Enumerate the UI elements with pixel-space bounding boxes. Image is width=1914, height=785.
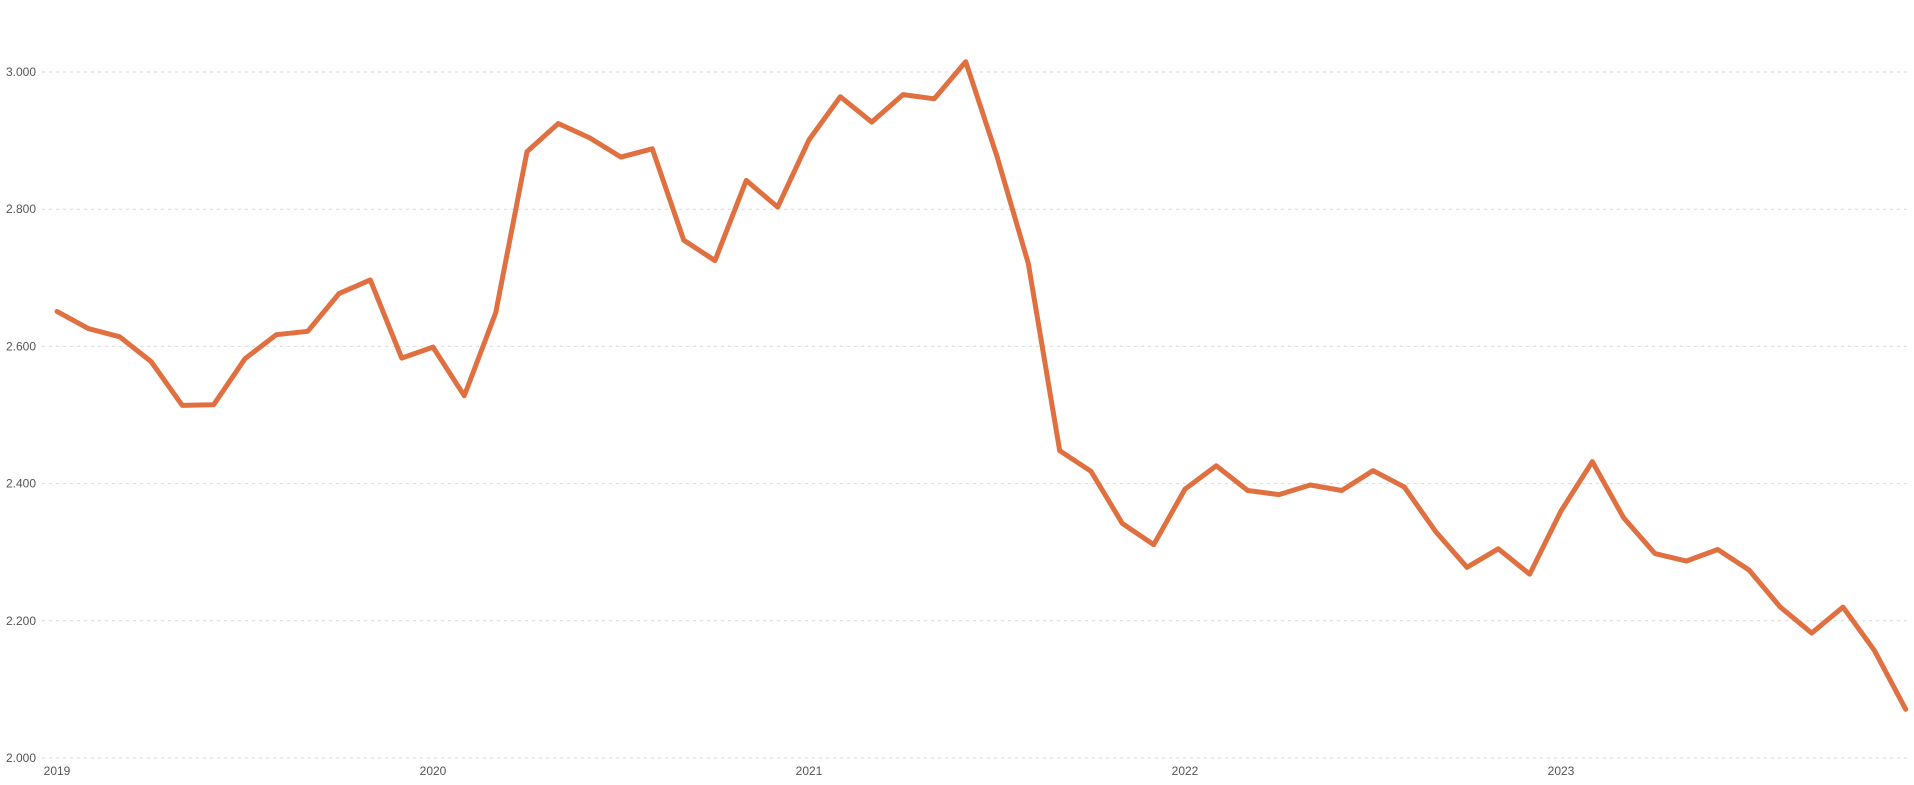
y-tick-label: 2.000	[6, 751, 36, 765]
x-axis-tick-labels: 2019 2020 2021 2022 2023	[44, 764, 1575, 778]
x-tick-label: 2019	[44, 764, 71, 778]
y-tick-label: 2.600	[6, 339, 36, 353]
y-tick-label: 2.200	[6, 614, 36, 628]
y-tick-label: 2.400	[6, 477, 36, 491]
x-tick-label: 2020	[420, 764, 447, 778]
x-tick-label: 2023	[1548, 764, 1575, 778]
x-tick-label: 2022	[1172, 764, 1199, 778]
y-axis-tick-labels: 2.000 2.200 2.400 2.600 2.800 3.000	[6, 65, 36, 765]
grid-lines	[42, 71, 1910, 759]
series-layer	[54, 59, 1909, 712]
y-tick-label: 2.800	[6, 202, 36, 216]
x-tick-label: 2021	[796, 764, 823, 778]
y-tick-label: 3.000	[6, 65, 36, 79]
series-line	[54, 59, 1909, 712]
